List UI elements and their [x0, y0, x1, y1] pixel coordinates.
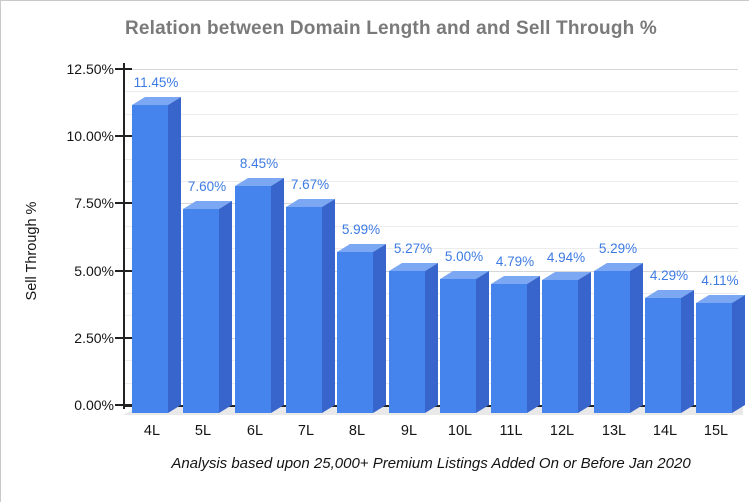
bar-13L — [594, 263, 643, 413]
bar-front-face — [183, 209, 219, 413]
y-tick-mark — [115, 202, 132, 204]
bar-side-face — [578, 272, 591, 413]
bar-top-face — [440, 271, 489, 279]
bar-value-label: 4.79% — [495, 254, 535, 269]
bar-9L — [389, 263, 438, 413]
bar-front-face — [132, 105, 168, 413]
bar-side-face — [630, 263, 643, 413]
bar-4L — [132, 97, 181, 413]
bar-side-face — [219, 201, 232, 413]
y-tick-label: 12.50% — [66, 61, 114, 77]
bar-front-face — [491, 284, 527, 413]
bar-top-face — [132, 97, 181, 105]
bar-11L — [491, 276, 540, 413]
bar-value-label: 7.60% — [187, 179, 227, 194]
bar-value-label: 8.45% — [239, 156, 279, 171]
y-tick-mark — [115, 270, 132, 272]
bar-front-face — [235, 186, 271, 413]
bar-side-face — [271, 178, 284, 413]
bar-side-face — [681, 290, 694, 413]
bar-side-face — [168, 97, 181, 413]
y-tick-label: 0.00% — [74, 397, 114, 413]
gridline — [124, 181, 738, 182]
bar-front-face — [337, 252, 373, 413]
bar-side-face — [732, 295, 745, 413]
bar-value-label: 5.27% — [393, 241, 433, 256]
bar-front-face — [645, 298, 681, 413]
bar-value-label: 4.11% — [701, 273, 739, 288]
y-tick-label: 2.50% — [74, 330, 114, 346]
bar-front-face — [440, 279, 476, 413]
y-tick-label: 10.00% — [66, 128, 114, 144]
y-tick-mark — [115, 404, 132, 406]
x-tick-label: 15L — [703, 423, 729, 439]
gridline — [124, 248, 738, 249]
bar-12L — [542, 272, 591, 413]
bar-side-face — [373, 244, 386, 413]
x-tick-label: 13L — [601, 423, 627, 439]
chart-caption: Analysis based upon 25,000+ Premium List… — [171, 455, 691, 472]
chart-floor — [123, 407, 743, 415]
x-tick-label: 4L — [143, 423, 161, 439]
bar-top-face — [337, 244, 386, 252]
bar-top-face — [645, 290, 694, 298]
bar-top-face — [594, 263, 643, 271]
bar-side-face — [322, 199, 335, 413]
chart-title: Relation between Domain Length and and S… — [124, 18, 658, 39]
bar-front-face — [594, 271, 630, 413]
x-tick-label: 8L — [348, 423, 366, 439]
bar-top-face — [696, 295, 745, 303]
bar-14L — [645, 290, 694, 413]
gridline — [124, 114, 738, 115]
bar-value-label: 11.45% — [133, 75, 179, 90]
bar-15L — [696, 295, 745, 413]
y-tick-label: 5.00% — [74, 263, 114, 279]
bar-value-label: 5.99% — [341, 222, 381, 237]
bar-top-face — [235, 178, 284, 186]
gridline — [124, 159, 738, 160]
bar-front-face — [286, 207, 322, 413]
x-tick-label: 12L — [549, 423, 575, 439]
gridline — [124, 226, 738, 227]
x-tick-label: 11L — [499, 423, 523, 439]
bar-side-face — [476, 271, 489, 413]
x-tick-label: 10L — [447, 423, 473, 439]
x-tick-label: 6L — [246, 423, 264, 439]
bar-front-face — [389, 271, 425, 413]
bar-value-label: 5.29% — [598, 241, 638, 256]
bar-6L — [235, 178, 284, 413]
bar-top-face — [286, 199, 335, 207]
bar-value-label: 7.67% — [290, 177, 330, 192]
bar-side-face — [425, 263, 438, 413]
gridline — [124, 203, 738, 204]
y-tick-label: 7.50% — [74, 195, 114, 211]
bar-top-face — [389, 263, 438, 271]
bar-value-label: 4.94% — [546, 250, 586, 265]
y-axis-line — [123, 63, 125, 409]
bar-top-face — [183, 201, 232, 209]
y-tick-mark — [115, 135, 132, 137]
x-tick-label: 14L — [652, 423, 678, 439]
bar-front-face — [696, 303, 732, 413]
bar-10L — [440, 271, 489, 413]
gridline — [124, 69, 738, 70]
gridline — [124, 136, 738, 137]
x-tick-label: 9L — [400, 423, 418, 439]
bar-front-face — [542, 280, 578, 413]
x-tick-label: 5L — [194, 423, 212, 439]
bar-top-face — [542, 272, 591, 280]
y-tick-mark — [115, 68, 132, 70]
bar-top-face — [491, 276, 540, 284]
y-tick-mark — [115, 337, 132, 339]
bar-side-face — [527, 276, 540, 413]
x-tick-label: 7L — [297, 423, 315, 439]
bar-value-label: 5.00% — [444, 249, 484, 264]
bar-value-label: 4.29% — [649, 268, 689, 283]
bar-7L — [286, 199, 335, 413]
bar-8L — [337, 244, 386, 413]
gridline — [124, 91, 738, 92]
bar-5L — [183, 201, 232, 413]
